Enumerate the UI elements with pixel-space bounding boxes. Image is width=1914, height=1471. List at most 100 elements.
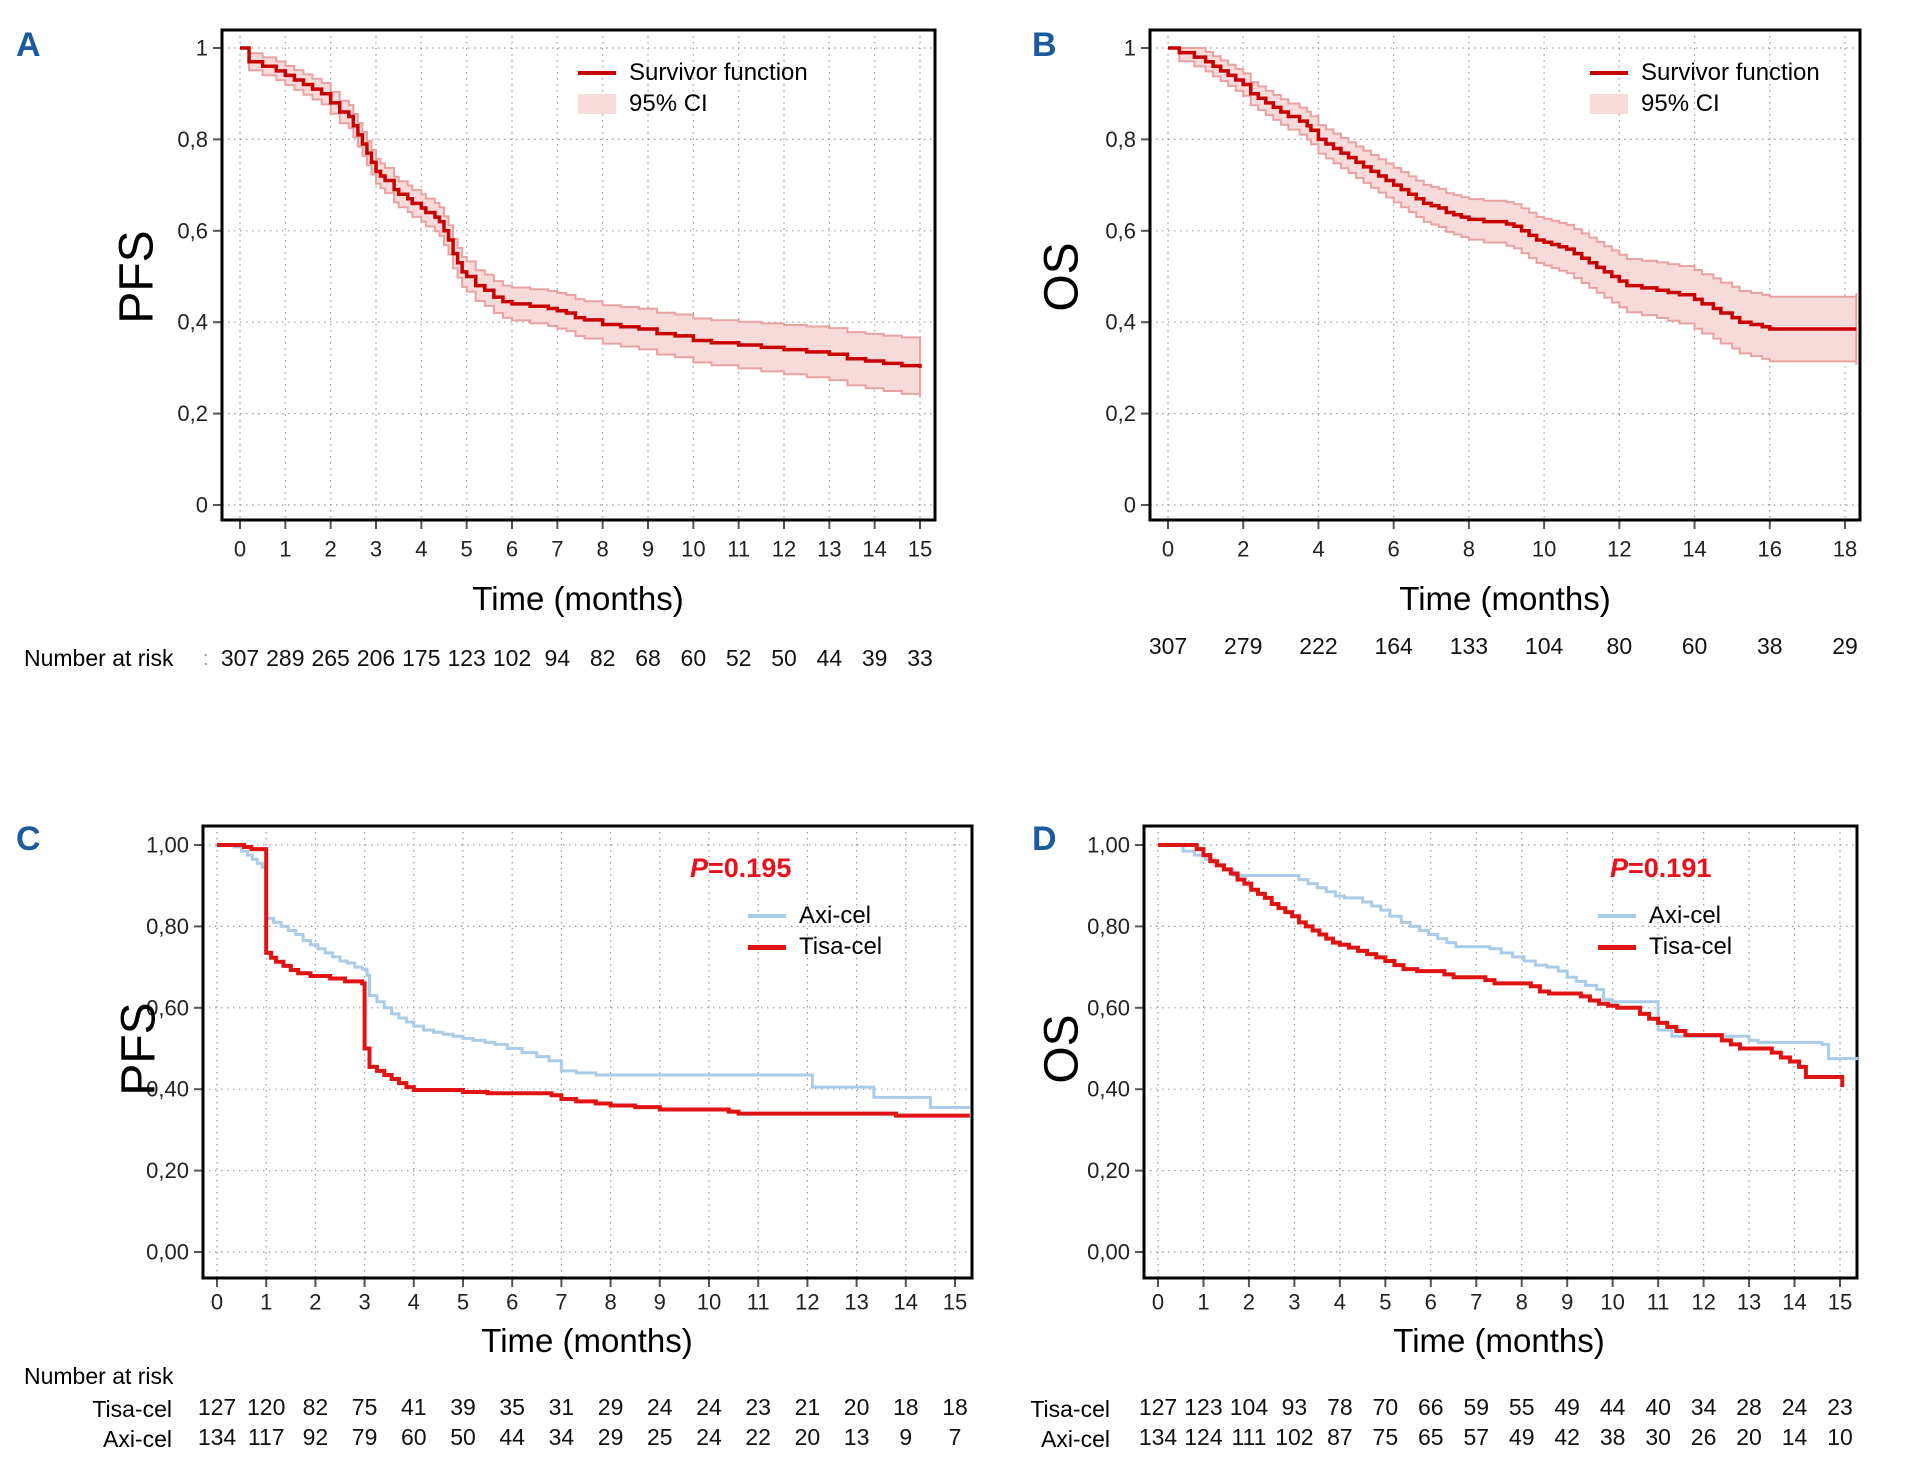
at-risk-value: 102 — [1275, 1424, 1313, 1450]
legend-item-survivor: Survivor function — [578, 59, 808, 86]
legend-label: 95% CI — [629, 90, 708, 117]
at-risk-value: 279 — [1224, 633, 1262, 659]
panel-c-at-risk-row-label-axicel: Axi-cel — [102, 1426, 172, 1452]
legend-item-tisacel: Tisa-cel — [1598, 933, 1732, 960]
at-risk-value: 124 — [1184, 1424, 1223, 1450]
at-risk-value: 68 — [635, 645, 661, 671]
panel-B-plot-area: 0 2 4 6 8 10 12 14 16 18 0 0,2 0,4 0,6 0,8 1 307 279 222 16… — [1105, 28, 1862, 659]
panel-d-at-risk-row-label-tisacel: Tisa-cel — [1030, 1396, 1110, 1422]
confidence-band — [1178, 47, 1858, 365]
at-risk-value: 289 — [266, 645, 304, 671]
x-tick-label: 15 — [908, 537, 932, 562]
x-tick-label: 6 — [506, 537, 518, 562]
survivor-function-curve — [1168, 46, 1857, 331]
x-tick-label: 0 — [211, 1290, 223, 1315]
at-risk-value: 31 — [549, 1394, 575, 1420]
y-tick-label: 0,6 — [177, 218, 208, 243]
at-risk-value: 24 — [696, 1394, 722, 1420]
panel-a-legend: Survivor function 95% CI — [578, 59, 808, 117]
at-risk-value: 102 — [493, 645, 531, 671]
x-tick-label: 6 — [1425, 1290, 1437, 1315]
x-tick-label: 9 — [654, 1290, 666, 1315]
x-tick-label: 12 — [1691, 1290, 1715, 1315]
y-tick-label: 0,2 — [1105, 401, 1136, 426]
y-tick-label: 0,6 — [1105, 218, 1136, 243]
legend-label: Axi-cel — [799, 902, 872, 929]
plot-border — [1142, 824, 1859, 1280]
at-risk-value: 49 — [1509, 1424, 1535, 1450]
x-tick-label: 14 — [1782, 1290, 1806, 1315]
panel-c-y-axis-title: PFS — [112, 1002, 166, 1096]
x-tick-label: 3 — [370, 537, 382, 562]
panel-a-at-risk-separator: : — [203, 648, 209, 670]
panel-c-letter: C — [16, 820, 41, 858]
panel-D-plot-area: 0 1 2 3 4 5 6 7 8 9 10 11 12 13 14 150,000,200,400,600,… — [1087, 824, 1859, 1450]
tisacel-line-swatch-icon — [1598, 944, 1636, 950]
pvalue-number: =0.195 — [708, 853, 792, 883]
x-tick-label: 6 — [506, 1290, 518, 1315]
panel-b-letter: B — [1032, 26, 1057, 64]
at-risk-value: 22 — [745, 1424, 771, 1450]
at-risk-value: 93 — [1282, 1394, 1308, 1420]
at-risk-value: 20 — [844, 1394, 870, 1420]
x-tick-label: 10 — [697, 1290, 721, 1315]
y-tick-label: 0,40 — [146, 1077, 189, 1102]
plot-border — [201, 824, 974, 1280]
y-tick-label: 0,80 — [1087, 914, 1130, 939]
at-risk-value: 40 — [1645, 1394, 1671, 1420]
at-risk-value: 75 — [1373, 1424, 1399, 1450]
y-tick-label: 1,00 — [146, 833, 189, 858]
x-tick-label: 11 — [1647, 1290, 1670, 1315]
x-tick-label: 18 — [1833, 537, 1857, 562]
x-tick-label: 4 — [1312, 537, 1324, 562]
at-risk-value: 20 — [795, 1424, 821, 1450]
at-risk-value: 307 — [221, 645, 259, 671]
y-tick-label: 0,00 — [1087, 1240, 1130, 1265]
panel-d-y-axis-title: OS — [1035, 1014, 1089, 1084]
x-tick-label: 14 — [862, 537, 886, 562]
at-risk-value: 29 — [1832, 633, 1858, 659]
at-risk-value: 134 — [198, 1424, 237, 1450]
y-tick-label: 0,60 — [1087, 995, 1130, 1020]
x-tick-label: 0 — [234, 537, 246, 562]
at-risk-value: 222 — [1299, 633, 1337, 659]
x-tick-label: 15 — [943, 1290, 967, 1315]
x-tick-label: 2 — [309, 1290, 321, 1315]
survivor-line-swatch-icon — [1590, 71, 1628, 75]
ci-band-swatch-icon — [1590, 94, 1628, 114]
at-risk-value: 50 — [771, 645, 797, 671]
panel-b-legend: Survivor function 95% CI — [1590, 59, 1820, 117]
at-risk-value: 44 — [1600, 1394, 1626, 1420]
at-risk-value: 18 — [893, 1394, 919, 1420]
at-risk-value: 21 — [795, 1394, 821, 1420]
at-risk-value: 57 — [1463, 1424, 1489, 1450]
at-risk-value: 104 — [1525, 633, 1564, 659]
y-tick-label: 0 — [196, 493, 208, 518]
x-tick-label: 4 — [415, 537, 427, 562]
at-risk-value: 29 — [598, 1424, 624, 1450]
x-tick-label: 14 — [1682, 537, 1706, 562]
x-tick-label: 7 — [1470, 1290, 1482, 1315]
at-risk-value: 133 — [1450, 633, 1488, 659]
legend-item-axicel: Axi-cel — [1598, 902, 1732, 929]
panel-b-y-axis-title: OS — [1035, 242, 1089, 312]
x-tick-label: 8 — [1463, 537, 1475, 562]
legend-label: Tisa-cel — [799, 933, 883, 960]
legend-label: Survivor function — [1641, 59, 1820, 86]
ci-band-swatch-icon — [578, 94, 616, 114]
panel-c-legend: Axi-cel Tisa-cel — [748, 902, 883, 960]
at-risk-value: 60 — [1682, 633, 1708, 659]
at-risk-value: 52 — [726, 645, 752, 671]
at-risk-value: 23 — [1827, 1394, 1853, 1420]
y-tick-label: 0,20 — [146, 1158, 189, 1183]
y-tick-label: 1 — [1124, 36, 1136, 61]
legend-label: 95% CI — [1641, 90, 1720, 117]
x-tick-label: 2 — [1237, 537, 1249, 562]
x-tick-label: 11 — [727, 537, 750, 562]
y-tick-label: 0,40 — [1087, 1077, 1130, 1102]
at-risk-value: 29 — [598, 1394, 624, 1420]
y-tick-label: 0,2 — [177, 401, 208, 426]
pvalue-symbol: P — [1610, 853, 1629, 883]
